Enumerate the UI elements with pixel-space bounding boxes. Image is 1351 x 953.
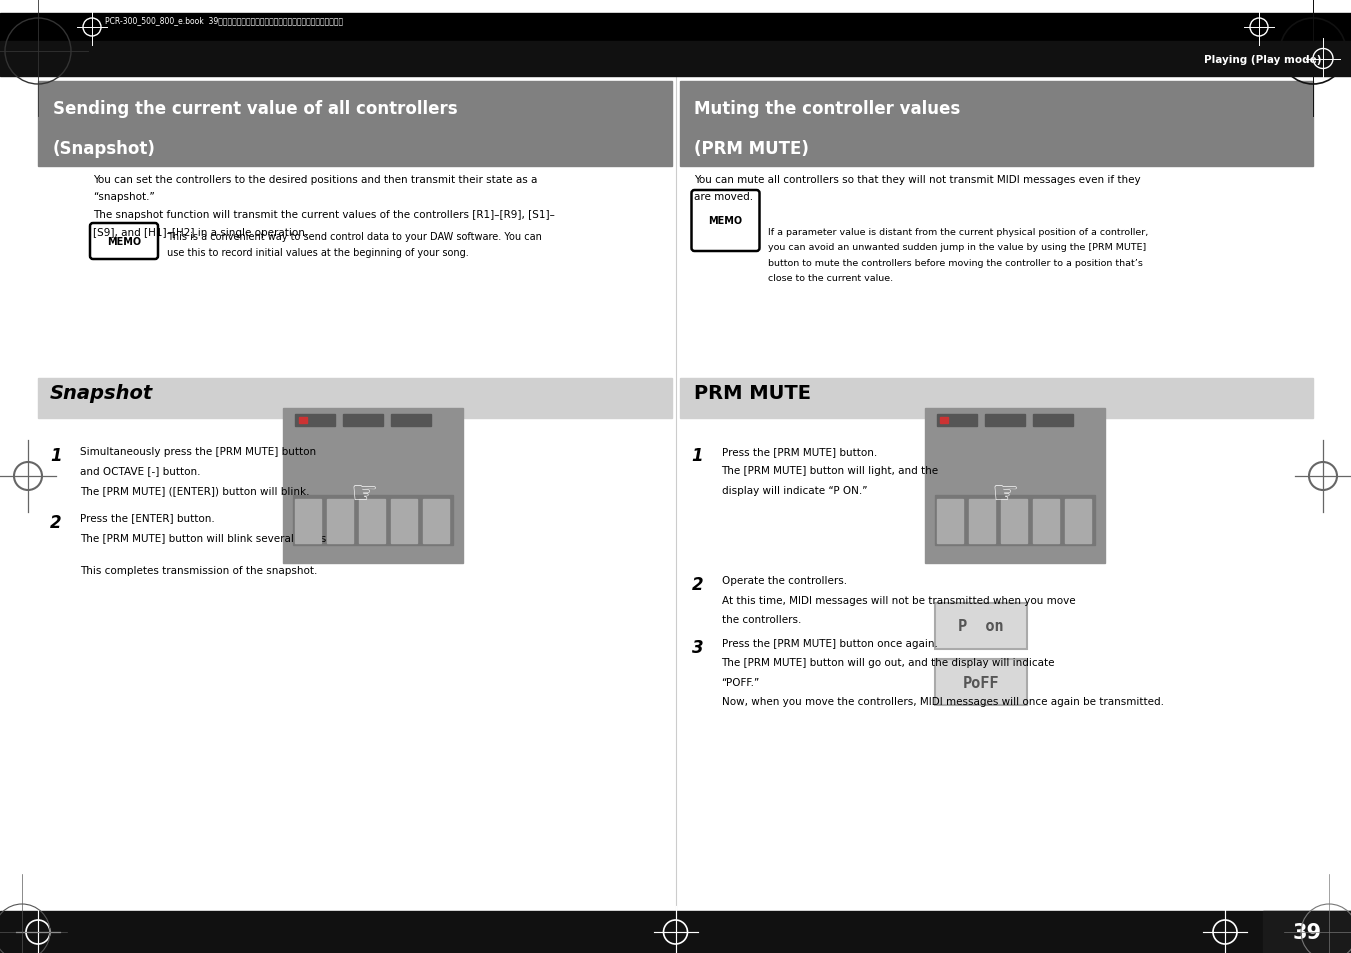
Bar — [1065, 499, 1090, 543]
Text: Press the [PRM MUTE] button once again.: Press the [PRM MUTE] button once again. — [721, 638, 938, 648]
Text: If a parameter value is distant from the current physical position of a controll: If a parameter value is distant from the… — [769, 228, 1148, 236]
Text: 1: 1 — [50, 447, 62, 464]
Text: ☞: ☞ — [992, 479, 1019, 509]
Bar — [936, 415, 977, 427]
Text: At this time, MIDI messages will not be transmitted when you move: At this time, MIDI messages will not be … — [721, 595, 1075, 605]
Bar — [0, 42, 1351, 77]
Bar — [680, 378, 1313, 418]
Text: 39: 39 — [1293, 923, 1321, 942]
Bar — [940, 417, 948, 424]
Bar — [295, 499, 322, 543]
Text: MEMO: MEMO — [708, 216, 743, 226]
Bar — [390, 415, 431, 427]
Bar — [423, 499, 449, 543]
FancyBboxPatch shape — [935, 659, 1027, 705]
Text: (Snapshot): (Snapshot) — [53, 140, 155, 158]
Text: The [PRM MUTE] ([ENTER]) button will blink.: The [PRM MUTE] ([ENTER]) button will bli… — [80, 485, 309, 496]
Text: 2: 2 — [692, 576, 703, 594]
Text: 3: 3 — [692, 638, 703, 656]
Bar — [1263, 911, 1351, 953]
FancyBboxPatch shape — [692, 191, 759, 252]
Text: PRM MUTE: PRM MUTE — [694, 384, 812, 402]
Text: [S9], and [H1]–[H2] in a single operation.: [S9], and [H1]–[H2] in a single operatio… — [93, 227, 308, 237]
Text: Playing (Play mode): Playing (Play mode) — [1204, 55, 1321, 65]
Bar — [935, 496, 1094, 546]
Bar — [1032, 499, 1058, 543]
Bar — [282, 409, 463, 563]
Text: This completes transmission of the snapshot.: This completes transmission of the snaps… — [80, 566, 317, 576]
Bar — [38, 82, 671, 167]
Text: “snapshot.”: “snapshot.” — [93, 193, 155, 202]
Text: PCR-300_500_800_e.book  39ページ　２００６年１２月１９日　火曜日　午後２晎５９分: PCR-300_500_800_e.book 39ページ ２００６年１２月１９日… — [105, 16, 343, 26]
Bar — [0, 911, 1351, 953]
Text: Snapshot: Snapshot — [50, 384, 153, 402]
Bar — [936, 499, 962, 543]
Text: Muting the controller values: Muting the controller values — [694, 100, 961, 118]
Text: button to mute the controllers before moving the controller to a position that’s: button to mute the controllers before mo… — [769, 258, 1143, 268]
Text: display will indicate “P ON.”: display will indicate “P ON.” — [721, 485, 867, 496]
Text: You can mute all controllers so that they will not transmit MIDI messages even i: You can mute all controllers so that the… — [694, 174, 1142, 185]
Bar — [299, 417, 307, 424]
Text: Sending the current value of all controllers: Sending the current value of all control… — [53, 100, 458, 118]
Text: Now, when you move the controllers, MIDI messages will once again be transmitted: Now, when you move the controllers, MIDI… — [721, 697, 1163, 706]
Bar — [295, 415, 335, 427]
FancyBboxPatch shape — [91, 224, 158, 260]
Text: Operate the controllers.: Operate the controllers. — [721, 576, 847, 586]
Text: Press the [PRM MUTE] button.: Press the [PRM MUTE] button. — [721, 447, 877, 456]
Text: This is a convenient way to send control data to your DAW software. You can: This is a convenient way to send control… — [168, 232, 542, 242]
Bar — [327, 499, 353, 543]
Bar — [1032, 415, 1073, 427]
Text: The [PRM MUTE] button will light, and the: The [PRM MUTE] button will light, and th… — [721, 466, 939, 476]
Text: P  on: P on — [958, 618, 1004, 634]
Text: 1: 1 — [692, 447, 703, 464]
Text: MEMO: MEMO — [107, 236, 141, 247]
Text: PoFF: PoFF — [962, 675, 998, 690]
Bar — [293, 496, 453, 546]
Bar — [924, 409, 1105, 563]
Bar — [359, 499, 385, 543]
Text: the controllers.: the controllers. — [721, 615, 801, 624]
Text: Press the [ENTER] button.: Press the [ENTER] button. — [80, 513, 215, 523]
Text: ☞: ☞ — [350, 479, 378, 509]
Bar — [680, 82, 1313, 167]
Text: (PRM MUTE): (PRM MUTE) — [694, 140, 809, 158]
Text: The [PRM MUTE] button will go out, and the display will indicate: The [PRM MUTE] button will go out, and t… — [721, 658, 1055, 667]
FancyBboxPatch shape — [935, 603, 1027, 649]
Bar — [969, 499, 994, 543]
Bar — [1001, 499, 1027, 543]
Bar — [38, 378, 671, 418]
Bar — [985, 415, 1024, 427]
Bar — [343, 415, 382, 427]
Bar — [0, 14, 1351, 42]
Text: Simultaneously press the [PRM MUTE] button: Simultaneously press the [PRM MUTE] butt… — [80, 447, 316, 456]
Text: You can set the controllers to the desired positions and then transmit their sta: You can set the controllers to the desir… — [93, 174, 538, 185]
Text: “POFF.”: “POFF.” — [721, 677, 759, 687]
Text: The [PRM MUTE] button will blink several times.: The [PRM MUTE] button will blink several… — [80, 533, 330, 542]
Text: 2: 2 — [50, 513, 62, 531]
Text: The snapshot function will transmit the current values of the controllers [R1]–[: The snapshot function will transmit the … — [93, 210, 555, 220]
Text: and OCTAVE [-] button.: and OCTAVE [-] button. — [80, 466, 200, 476]
Bar — [390, 499, 417, 543]
Text: close to the current value.: close to the current value. — [769, 274, 893, 283]
Text: are moved.: are moved. — [694, 193, 754, 202]
Text: you can avoid an unwanted sudden jump in the value by using the [PRM MUTE]: you can avoid an unwanted sudden jump in… — [769, 243, 1147, 253]
Bar — [0, 0, 1351, 95]
Text: use this to record initial values at the beginning of your song.: use this to record initial values at the… — [168, 248, 469, 257]
